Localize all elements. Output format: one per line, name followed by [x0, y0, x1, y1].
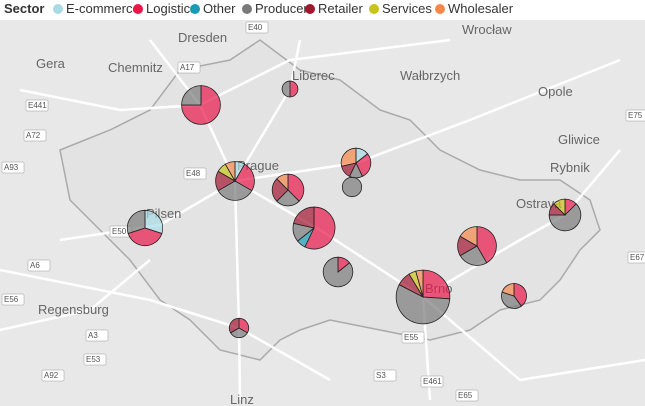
- city-label: Rybnik: [550, 160, 590, 175]
- pie-slice: [501, 291, 522, 309]
- road-shield: [625, 109, 645, 122]
- road-shield: [23, 129, 47, 142]
- pie-slice: [553, 198, 566, 216]
- legend-label: E-commerce: [66, 1, 140, 16]
- road-label: E461: [423, 377, 442, 386]
- pie-slice: [224, 161, 236, 183]
- pie-slice: [228, 317, 240, 334]
- road-label: E67: [630, 253, 645, 262]
- pie-slice: [459, 245, 488, 266]
- city-label: Wrocław: [462, 22, 512, 37]
- pie-slice: [422, 269, 451, 300]
- pie-slice: [181, 85, 221, 125]
- city-label: Gera: [36, 56, 66, 71]
- city-label: Liberec: [292, 68, 335, 83]
- city-label: Regensburg: [38, 302, 109, 317]
- legend-marker: [242, 4, 252, 14]
- road-label: E65: [458, 391, 473, 400]
- road-label: E441: [28, 101, 47, 110]
- pie-slice: [304, 206, 336, 250]
- pie-slice: [217, 180, 253, 201]
- city-label: Dresden: [178, 30, 227, 45]
- pie-slice: [513, 283, 527, 307]
- road-label: A3: [88, 331, 98, 340]
- road-label: E75: [628, 111, 643, 120]
- road-shield: [455, 389, 479, 402]
- pie-slice: [281, 80, 291, 98]
- pie-slice: [459, 226, 478, 247]
- road-label: A17: [180, 63, 195, 72]
- legend-label: Logistics: [146, 1, 197, 16]
- legend-marker: [53, 4, 63, 14]
- pie-slice: [127, 227, 163, 247]
- pie-slice: [395, 284, 451, 325]
- legend-title: Sector: [4, 1, 44, 16]
- pie-slice: [181, 85, 202, 106]
- pie-slice: [234, 163, 255, 192]
- pie-slice: [293, 206, 315, 229]
- road-shield: [27, 259, 51, 272]
- road-shield: [245, 21, 269, 34]
- road-label: E55: [404, 333, 419, 342]
- road-label: E53: [86, 355, 101, 364]
- legend-label: Retailer: [318, 1, 363, 16]
- pie-slice: [415, 269, 424, 298]
- road-label: E50: [112, 227, 127, 236]
- legend-marker: [190, 4, 200, 14]
- legend-label: Other: [203, 1, 236, 16]
- legend-marker: [435, 4, 445, 14]
- road-label: A93: [4, 163, 19, 172]
- road-shield: [41, 369, 65, 382]
- pie-slice: [322, 256, 354, 288]
- pie-slice: [276, 173, 289, 191]
- road-shield: [1, 161, 25, 174]
- road-shield: [183, 167, 207, 180]
- road-label: S3: [376, 371, 386, 380]
- pie-slice: [341, 176, 363, 198]
- road-shield: [1, 293, 25, 306]
- road-shield: [401, 331, 425, 344]
- road-label: E40: [248, 23, 263, 32]
- pie-slice: [144, 209, 164, 234]
- legend-marker: [305, 4, 315, 14]
- road-label: A72: [26, 131, 41, 140]
- pie-slice: [501, 283, 515, 297]
- legend-label: Producer: [255, 1, 308, 16]
- legend-marker: [369, 4, 379, 14]
- road-shield: [177, 61, 201, 74]
- road-shield: [85, 329, 109, 342]
- city-label: Chemnitz: [108, 60, 163, 75]
- city-label: Linz: [230, 392, 254, 406]
- road-label: E48: [186, 169, 201, 178]
- pie-slice: [355, 153, 372, 177]
- city-label: Wałbrzych: [400, 68, 460, 83]
- pie-slice: [287, 173, 305, 202]
- legend-label: Services: [382, 1, 432, 16]
- city-label: Gliwice: [558, 132, 600, 147]
- road-shield: [25, 99, 49, 112]
- legend-marker: [133, 4, 143, 14]
- city-label: Opole: [538, 84, 573, 99]
- pie-slice: [126, 209, 146, 234]
- pie-slice: [340, 147, 357, 167]
- legend-bar: [0, 0, 645, 20]
- road-label: E56: [4, 295, 19, 304]
- road-shield: [83, 353, 107, 366]
- road-label: A6: [30, 261, 40, 270]
- road-shield: [627, 251, 645, 264]
- pie-slice: [289, 80, 299, 98]
- legend-label: Wholesaler: [448, 1, 514, 16]
- road-shield: [373, 369, 397, 382]
- road-shield: [420, 375, 444, 388]
- road-label: A92: [44, 371, 59, 380]
- pie-slice: [548, 203, 582, 232]
